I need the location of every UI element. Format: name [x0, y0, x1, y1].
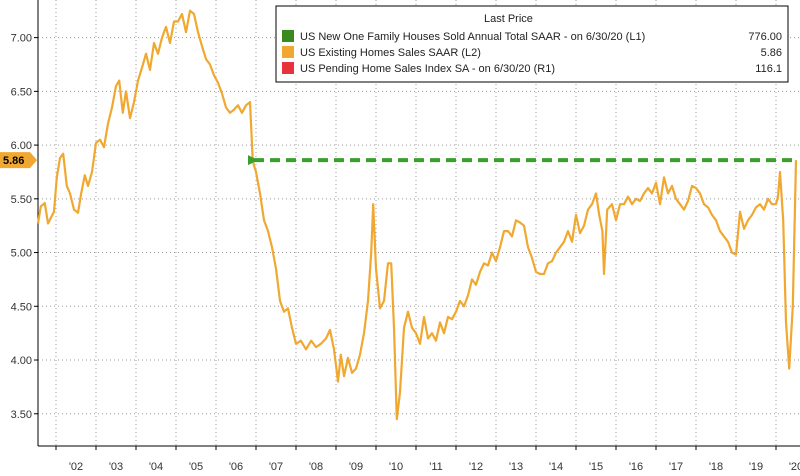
legend-entry-value: 5.86	[761, 47, 782, 59]
x-tick-label: '20	[789, 461, 800, 473]
x-tick-label: '11	[429, 461, 443, 473]
y-tick-label: 6.50	[11, 86, 32, 98]
legend-entry-label: US Pending Home Sales Index SA - on 6/30…	[300, 63, 555, 75]
x-tick-label: '10	[389, 461, 403, 473]
series-line-existing-home-sales	[36, 9, 798, 421]
x-axis-ticks: '02 '03 '04 '05 '06 '07 '08 '09 '10 '11 '12 '13 '14 '…	[55, 446, 800, 473]
x-tick-label: '07	[269, 461, 283, 473]
x-tick-label: '05	[189, 461, 203, 473]
legend: Last Price US New One Family Houses Sold …	[275, 5, 789, 83]
series-group	[36, 9, 798, 421]
x-tick-label: '15	[589, 461, 603, 473]
legend-entry-value: 116.1	[755, 63, 782, 75]
x-tick-label: '16	[629, 461, 643, 473]
legend-entry-label: US New One Family Houses Sold Annual Tot…	[300, 31, 645, 43]
y-tick-label: 7.00	[11, 33, 32, 45]
y-tick-label: 4.00	[11, 355, 32, 367]
x-tick-label: '19	[749, 461, 763, 473]
x-tick-label: '02	[69, 461, 83, 473]
legend-swatch	[282, 30, 294, 42]
x-tick-label: '14	[549, 461, 563, 473]
legend-title: Last Price	[484, 13, 533, 25]
x-tick-label: '03	[109, 461, 123, 473]
y-tick-label: 6.00	[11, 140, 32, 152]
x-tick-label: '17	[669, 461, 683, 473]
y-tick-label: 5.50	[11, 194, 32, 206]
last-value-badge: 5.86	[0, 152, 37, 169]
x-tick-label: '06	[229, 461, 243, 473]
y-tick-label: 5.00	[11, 248, 32, 260]
x-tick-label: '08	[309, 461, 323, 473]
x-tick-label: '04	[149, 461, 163, 473]
y-tick-label: 3.50	[11, 409, 32, 421]
legend-swatch	[282, 46, 294, 58]
last-value-label: 5.86	[3, 155, 24, 167]
y-tick-label: 4.50	[11, 301, 32, 313]
legend-swatch	[282, 62, 294, 74]
last-value-badge-shape	[0, 152, 37, 169]
legend-entry-value: 776.00	[748, 31, 782, 43]
x-tick-label: '09	[349, 461, 363, 473]
legend-box	[275, 5, 789, 83]
legend-entry-label: US Existing Homes Sales SAAR (L2)	[300, 47, 481, 59]
x-tick-label: '13	[509, 461, 523, 473]
x-tick-label: '18	[709, 461, 723, 473]
y-axis-ticks: 7.00 6.50 6.00 5.50 5.00 4.50 4.00 3.50	[11, 33, 38, 421]
x-tick-label: '12	[469, 461, 483, 473]
